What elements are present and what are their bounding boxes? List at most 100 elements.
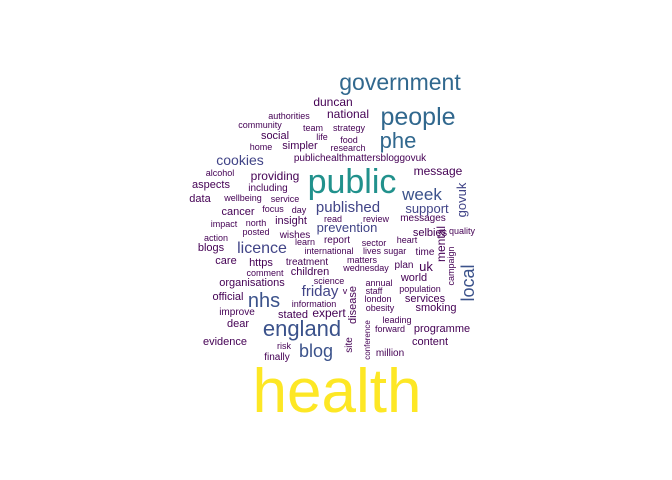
- word-messages: messages: [400, 213, 446, 224]
- word-england: england: [263, 316, 341, 341]
- word-sugar: sugar: [384, 246, 407, 256]
- word-social: social: [261, 130, 289, 142]
- word-world: world: [400, 272, 427, 284]
- word-organisations: organisations: [219, 277, 285, 289]
- word-sector: sector: [362, 238, 387, 248]
- word-simpler: simpler: [282, 140, 318, 152]
- word-heart: heart: [397, 235, 418, 245]
- word-cookies: cookies: [216, 152, 263, 168]
- word-local: local: [458, 264, 478, 301]
- word-health: health: [253, 357, 422, 426]
- word-site: site: [344, 337, 355, 353]
- word-campaign: campaign: [446, 246, 456, 285]
- word-posted: posted: [242, 227, 269, 237]
- word-comment: comment: [246, 268, 284, 278]
- word-action: action: [204, 233, 228, 243]
- word-phe: phe: [380, 128, 417, 153]
- word-research: research: [330, 143, 365, 153]
- word-including: including: [248, 183, 287, 194]
- word-life: life: [316, 132, 328, 142]
- word-team: team: [303, 123, 323, 133]
- word-aspects: aspects: [192, 179, 230, 191]
- word-focus: focus: [262, 204, 284, 214]
- word-selbies: selbies: [413, 227, 448, 239]
- word-insight: insight: [275, 215, 307, 227]
- word-blogs: blogs: [198, 242, 225, 254]
- word-smoking: smoking: [416, 302, 457, 314]
- word-care: care: [215, 255, 236, 267]
- word-blog: blog: [299, 341, 333, 361]
- word-programme: programme: [414, 323, 470, 335]
- word-friday: friday: [302, 283, 339, 300]
- word-data: data: [189, 193, 211, 205]
- word-day: day: [292, 205, 307, 215]
- word-impact: impact: [211, 219, 238, 229]
- word-official: official: [213, 291, 244, 303]
- word-report: report: [324, 235, 350, 246]
- word-quality: quality: [449, 226, 476, 236]
- word-plan: plan: [395, 260, 414, 271]
- word-content: content: [412, 336, 448, 348]
- word-government: government: [339, 69, 461, 95]
- word-north: north: [246, 218, 267, 228]
- word-public: public: [308, 163, 397, 201]
- word-risk: risk: [277, 341, 291, 351]
- word-dear: dear: [227, 318, 249, 330]
- word-mental: mental: [434, 226, 448, 262]
- word-service: service: [271, 194, 300, 204]
- word-v: v: [343, 286, 348, 296]
- word-publichealthmattersbloggovuk: publichealthmattersbloggovuk: [294, 153, 427, 164]
- word-uk: uk: [419, 259, 433, 274]
- word-community: community: [238, 120, 282, 130]
- word-people: people: [380, 103, 455, 131]
- word-leading: leading: [382, 315, 411, 325]
- word-alcohol: alcohol: [206, 168, 235, 178]
- word-science: science: [314, 276, 345, 286]
- word-time: time: [416, 247, 435, 258]
- word-govuk: govuk: [454, 182, 469, 217]
- word-licence: licence: [237, 240, 287, 257]
- word-obesity: obesity: [366, 303, 395, 313]
- word-read: read: [324, 214, 342, 224]
- word-lives: lives: [363, 246, 382, 256]
- word-support: support: [405, 201, 449, 216]
- word-disease: disease: [347, 286, 359, 324]
- word-expert: expert: [312, 306, 346, 320]
- word-prevention: prevention: [317, 220, 378, 235]
- word-nhs: nhs: [248, 290, 280, 312]
- word-national: national: [327, 107, 369, 121]
- word-message: message: [414, 164, 463, 178]
- word-million: million: [376, 348, 404, 359]
- word-strategy: strategy: [333, 123, 366, 133]
- word-wishes: wishes: [279, 230, 311, 241]
- word-week: week: [401, 185, 442, 204]
- word-staff: staff: [366, 286, 383, 296]
- word-learn: learn: [295, 237, 315, 247]
- word-finally: finally: [264, 352, 290, 363]
- word-population: population: [399, 284, 441, 294]
- word-international: international: [304, 246, 353, 256]
- word-children: children: [291, 266, 330, 278]
- word-duncan: duncan: [313, 95, 352, 109]
- word-wellbeing: wellbeing: [223, 193, 262, 203]
- word-evidence: evidence: [203, 336, 247, 348]
- word-review: review: [363, 214, 390, 224]
- word-home: home: [250, 142, 273, 152]
- word-authorities: authorities: [268, 111, 310, 121]
- word-matters: matters: [347, 255, 378, 265]
- word-forward: forward: [375, 324, 405, 334]
- word-providing: providing: [251, 169, 300, 183]
- word-food: food: [340, 135, 358, 145]
- word-conference: conference: [363, 320, 372, 360]
- word-stated: stated: [278, 309, 308, 321]
- word-improve: improve: [219, 307, 255, 318]
- word-services: services: [405, 293, 446, 305]
- word-treatment: treatment: [286, 257, 328, 268]
- word-published: published: [316, 199, 380, 216]
- word-cancer: cancer: [221, 206, 254, 218]
- word-london: london: [364, 294, 391, 304]
- word-wednesday: wednesday: [342, 263, 389, 273]
- word-information: information: [292, 299, 337, 309]
- word-annual: annual: [365, 278, 392, 288]
